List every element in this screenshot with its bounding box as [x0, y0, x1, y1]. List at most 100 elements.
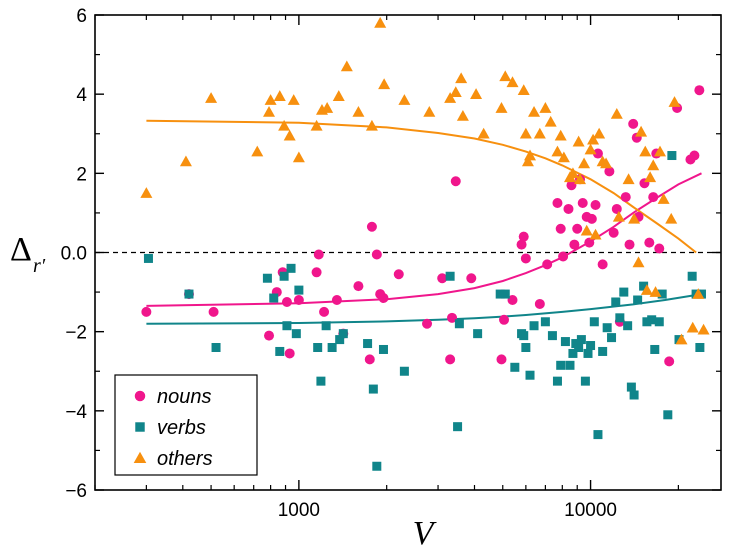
y-axis-title-main: Δ: [10, 231, 32, 268]
others-point: [321, 102, 334, 113]
verbs-point: [184, 289, 194, 299]
nouns-point: [520, 253, 531, 264]
legend: nouns verbs others: [114, 374, 258, 476]
nouns-point: [534, 298, 545, 309]
others-point: [578, 157, 591, 169]
verbs-point: [519, 331, 529, 341]
others-point: [539, 102, 552, 113]
others-point: [521, 155, 534, 167]
verbs-point: [589, 317, 599, 327]
nouns-point: [558, 251, 569, 262]
others-point: [557, 151, 570, 163]
nouns-point: [378, 293, 389, 304]
others-point: [657, 193, 670, 204]
nouns-point: [577, 198, 588, 209]
others-point: [423, 105, 436, 117]
nouns-point: [604, 166, 615, 177]
verbs-point: [521, 343, 531, 352]
verbs-point: [593, 430, 603, 440]
nouns-point: [507, 295, 518, 305]
verbs-point: [453, 422, 463, 432]
verbs-point: [663, 410, 673, 420]
others-point: [374, 16, 387, 28]
y-tick-label: 0.0: [61, 244, 87, 265]
others-point: [574, 173, 587, 185]
verbs-point: [657, 289, 667, 299]
nouns-point: [393, 269, 404, 280]
y-tick-label: 4: [76, 85, 87, 106]
verbs-point: [598, 346, 608, 356]
others-point: [639, 145, 652, 157]
nouns-point: [141, 306, 152, 317]
others-legend-label: others: [157, 448, 213, 470]
others-point: [697, 323, 710, 335]
verbs-point: [286, 263, 296, 273]
verbs-point: [574, 343, 584, 352]
others-point: [278, 119, 291, 131]
others-point: [692, 288, 705, 299]
nouns-point: [437, 273, 448, 284]
others-point: [551, 145, 564, 157]
verbs-point: [642, 317, 652, 327]
others-point: [572, 135, 585, 147]
others-point: [477, 127, 490, 139]
verbs-point: [335, 335, 345, 345]
others-point: [647, 159, 660, 171]
x-tick-label: 10000: [564, 500, 617, 521]
verbs-point: [615, 313, 625, 323]
nouns-point: [597, 259, 608, 270]
verbs-point: [275, 346, 285, 356]
others-point: [600, 157, 613, 169]
y-tick-label: −4: [65, 402, 87, 423]
nouns-point: [644, 237, 655, 248]
y-axis-title-subscript: r′: [33, 255, 46, 277]
verbs-point: [650, 344, 660, 354]
others-point: [533, 127, 546, 139]
others-point: [675, 333, 688, 345]
nouns-point: [542, 259, 553, 270]
others-point: [292, 151, 305, 163]
verbs-point: [327, 343, 337, 352]
nouns-point: [518, 231, 529, 242]
verbs-point: [291, 329, 301, 339]
others-point: [455, 72, 468, 84]
others-point: [273, 90, 286, 101]
verbs-point: [500, 289, 510, 299]
others-point: [449, 86, 462, 97]
axis-ticks: [94, 14, 721, 491]
others-point: [593, 127, 606, 139]
verbs-point: [556, 360, 566, 370]
verbs-point: [602, 323, 612, 333]
others-point: [566, 167, 579, 179]
verbs-point: [143, 253, 153, 263]
nouns-point: [447, 312, 458, 323]
nouns-point: [313, 249, 324, 260]
verbs-point: [282, 321, 292, 331]
verbs-point: [445, 271, 455, 281]
verbs-point: [279, 271, 289, 281]
nouns-point: [311, 267, 322, 278]
nouns-point: [608, 227, 619, 238]
others-point: [205, 92, 218, 103]
others-point: [584, 143, 597, 155]
verbs-point: [372, 461, 382, 471]
verbs-point: [540, 317, 550, 327]
verbs-point: [586, 341, 596, 351]
verbs-point: [399, 366, 409, 376]
nouns-point: [353, 281, 364, 292]
y-tick-label: −2: [65, 323, 87, 344]
nouns-point: [563, 203, 574, 214]
others-point: [528, 105, 541, 117]
verbs-legend-label: verbs: [157, 417, 206, 439]
others-point: [610, 107, 623, 119]
others-point: [554, 129, 567, 141]
y-tick-label: −6: [65, 481, 87, 502]
verbs-point: [687, 271, 697, 281]
others-point: [283, 129, 296, 141]
nouns-point: [654, 243, 665, 254]
verbs-point: [316, 376, 326, 386]
nouns-point: [422, 318, 433, 329]
others-point: [644, 171, 657, 183]
verbs-point: [568, 348, 578, 358]
nouns-point: [371, 249, 382, 260]
